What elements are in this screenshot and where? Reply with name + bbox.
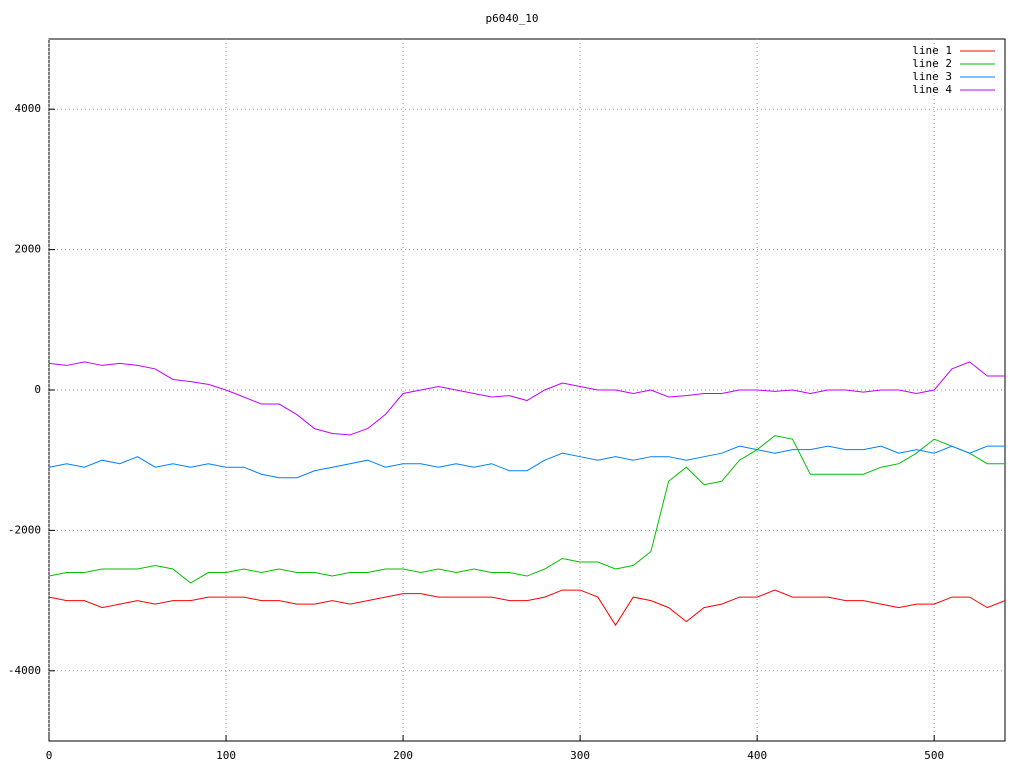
legend-label: line 4 (912, 83, 952, 96)
x-tick-label: 200 (393, 749, 413, 762)
data-line (48, 435, 1005, 584)
y-tick-label: 2000 (15, 243, 42, 256)
legend-label: line 3 (912, 70, 952, 83)
x-tick-label: 500 (924, 749, 944, 762)
data-line (48, 589, 1006, 627)
y-tick-label: -4000 (8, 664, 41, 677)
chart-title: p6040_10 (486, 12, 539, 25)
x-tick-label: 100 (216, 749, 236, 762)
legend-label: line 2 (912, 57, 952, 70)
data-line (48, 445, 1005, 479)
y-tick-label: 0 (34, 383, 41, 396)
data-line (48, 361, 1005, 436)
x-tick-label: 400 (747, 749, 767, 762)
y-tick-label: -2000 (8, 523, 41, 536)
x-tick-label: 0 (46, 749, 53, 762)
legend-label: line 1 (912, 44, 952, 57)
x-tick-label: 300 (570, 749, 590, 762)
y-tick-label: 4000 (15, 102, 42, 115)
